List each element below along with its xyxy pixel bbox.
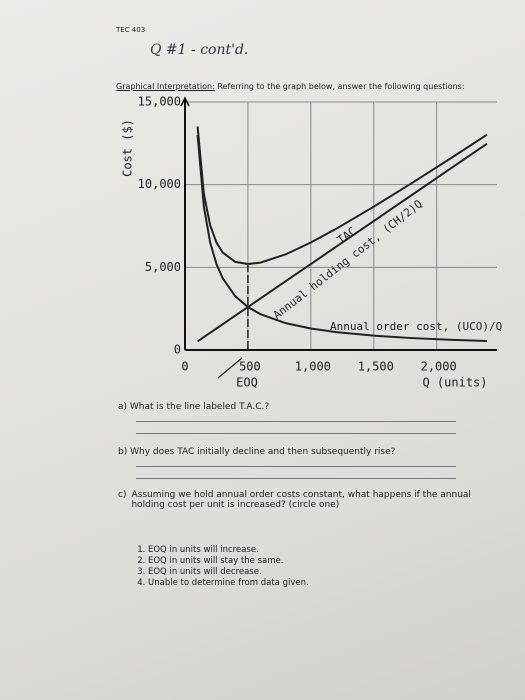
eoq-pointer xyxy=(217,357,243,379)
x-tick-label: 1,500 xyxy=(358,360,394,374)
x-axis-label: Q (units) xyxy=(422,376,487,390)
handwritten-note: Q #1 - cont'd. xyxy=(150,42,249,58)
chart: Cost ($) Q (units) 0 5,000 10,000 15,000 0 50… xyxy=(121,95,503,390)
y-tick-label: 0 xyxy=(174,343,181,357)
question-b: b) Why does TAC initially decline and th… xyxy=(118,447,395,457)
eoq-label: EOQ xyxy=(236,376,258,390)
series-line xyxy=(196,134,488,343)
question-c: c) Assuming we hold annual order costs co… xyxy=(118,490,478,510)
question-text: Why does TAC initially decline and then … xyxy=(130,447,396,457)
question-a: a) What is the line labeled T.A.C.? xyxy=(118,402,269,412)
intro-label: Graphical Interpretation: xyxy=(116,82,215,91)
y-tick-label: 10,000 xyxy=(138,177,181,191)
x-tick-label: 0 xyxy=(181,360,188,374)
series-line xyxy=(196,126,488,266)
intro-text: Referring to the graph below, answer the… xyxy=(217,82,465,91)
options: EOQ in units will increase. EOQ in units… xyxy=(132,545,309,589)
y-tick-label: 5,000 xyxy=(145,260,181,274)
x-tick-label: 1,000 xyxy=(295,360,331,374)
series-line xyxy=(197,142,488,343)
y-tick-label: 15,000 xyxy=(138,95,181,109)
question-text: Assuming we hold annual order costs cons… xyxy=(131,490,471,510)
x-tick-label: 2,000 xyxy=(421,360,457,374)
option[interactable]: EOQ in units will decrease. xyxy=(148,567,309,578)
series-label: Annual holding cost, (CH/2)Q xyxy=(271,197,425,321)
x-tick-label: 500 xyxy=(239,360,261,374)
option[interactable]: EOQ in units will stay the same. xyxy=(148,556,309,567)
course: TEC 403 xyxy=(116,26,146,34)
series-label: Annual order cost, (UCO)/Q xyxy=(330,320,502,333)
letter: a) xyxy=(118,402,128,412)
option[interactable]: EOQ in units will increase. xyxy=(148,545,309,556)
option[interactable]: Unable to determine from data given. xyxy=(148,578,309,589)
letter: b) xyxy=(118,447,128,457)
y-axis-label: Cost ($) xyxy=(121,119,135,177)
intro: Graphical Interpretation: Referring to t… xyxy=(116,82,465,91)
axis-arrow xyxy=(180,96,190,107)
letter: c) xyxy=(118,490,127,500)
question-text: What is the line labeled T.A.C.? xyxy=(129,402,270,412)
